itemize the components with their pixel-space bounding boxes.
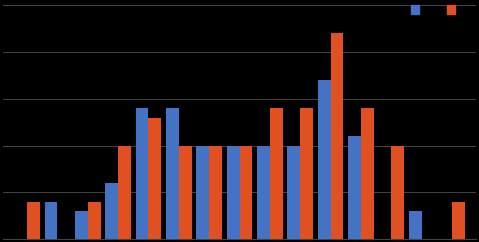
Bar	[227, 146, 240, 239]
Bar	[209, 146, 222, 239]
Bar	[318, 80, 331, 239]
Bar	[361, 108, 374, 239]
Bar	[136, 108, 148, 239]
Bar	[391, 146, 404, 239]
Bar	[300, 108, 313, 239]
Bar	[179, 146, 192, 239]
Bar	[348, 136, 361, 239]
Bar	[196, 146, 209, 239]
Bar	[118, 146, 131, 239]
Legend: , : ,	[408, 0, 469, 20]
Bar	[105, 183, 118, 239]
Bar	[27, 202, 40, 239]
Bar	[331, 33, 343, 239]
Bar	[257, 146, 270, 239]
Bar	[88, 202, 101, 239]
Bar	[452, 202, 465, 239]
Bar	[409, 211, 422, 239]
Bar	[75, 211, 88, 239]
Bar	[148, 118, 161, 239]
Bar	[270, 108, 283, 239]
Bar	[166, 108, 179, 239]
Bar	[287, 146, 300, 239]
Bar	[240, 146, 252, 239]
Bar	[45, 202, 57, 239]
